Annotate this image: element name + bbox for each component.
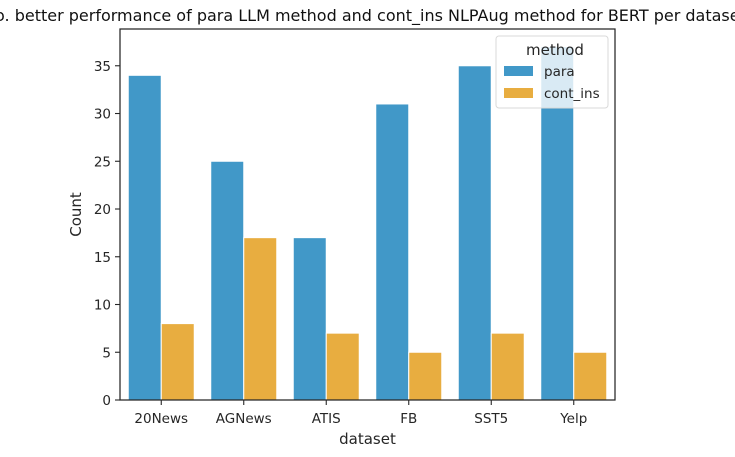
legend-label-para: para: [544, 64, 575, 80]
bar-cont-ins-yelp: [573, 351, 608, 401]
bar-cont-ins-atis: [325, 332, 360, 401]
bar-para-sst5: [457, 65, 492, 401]
chart-title: No. better performance of para LLM metho…: [0, 6, 735, 26]
bar-para-fb: [375, 103, 410, 401]
bar-cont-ins-agnews: [243, 237, 278, 401]
bar-cont-ins-20news: [160, 323, 195, 401]
legend-title: method: [526, 41, 584, 59]
bar-para-agnews: [210, 160, 245, 401]
bar-para-atis: [292, 237, 327, 401]
x-tick-label: ATIS: [312, 411, 341, 427]
y-tick-label: 10: [94, 298, 111, 314]
legend: method para cont_ins: [495, 35, 609, 109]
legend-label-cont-ins: cont_ins: [544, 86, 600, 102]
bar-para-20news: [127, 74, 162, 401]
y-tick-label: 0: [102, 393, 111, 409]
x-axis: 20News AGNews ATIS FB SST5 Yelp: [134, 400, 587, 427]
x-tick-label: FB: [400, 411, 417, 427]
x-tick-label: AGNews: [216, 411, 272, 427]
y-tick-label: 25: [94, 154, 111, 170]
x-axis-title: dataset: [339, 430, 396, 448]
y-tick-label: 15: [94, 250, 111, 266]
y-tick-label: 30: [94, 107, 111, 123]
legend-swatch-cont-ins: [504, 88, 533, 98]
bars-layer: [127, 46, 608, 401]
y-axis: 0 5 10 15 20 25 30 35: [94, 59, 120, 409]
y-tick-label: 5: [102, 345, 111, 361]
x-tick-label: SST5: [474, 411, 508, 427]
y-tick-label: 35: [94, 59, 111, 75]
x-tick-label: Yelp: [559, 411, 587, 427]
legend-swatch-para: [504, 66, 533, 76]
plot-frame: [119, 28, 616, 401]
x-tick-label: 20News: [134, 411, 188, 427]
y-tick-label: 20: [94, 202, 111, 218]
y-axis-title: Count: [67, 192, 85, 237]
bar-cont-ins-sst5: [490, 332, 525, 401]
bar-cont-ins-fb: [408, 351, 443, 401]
